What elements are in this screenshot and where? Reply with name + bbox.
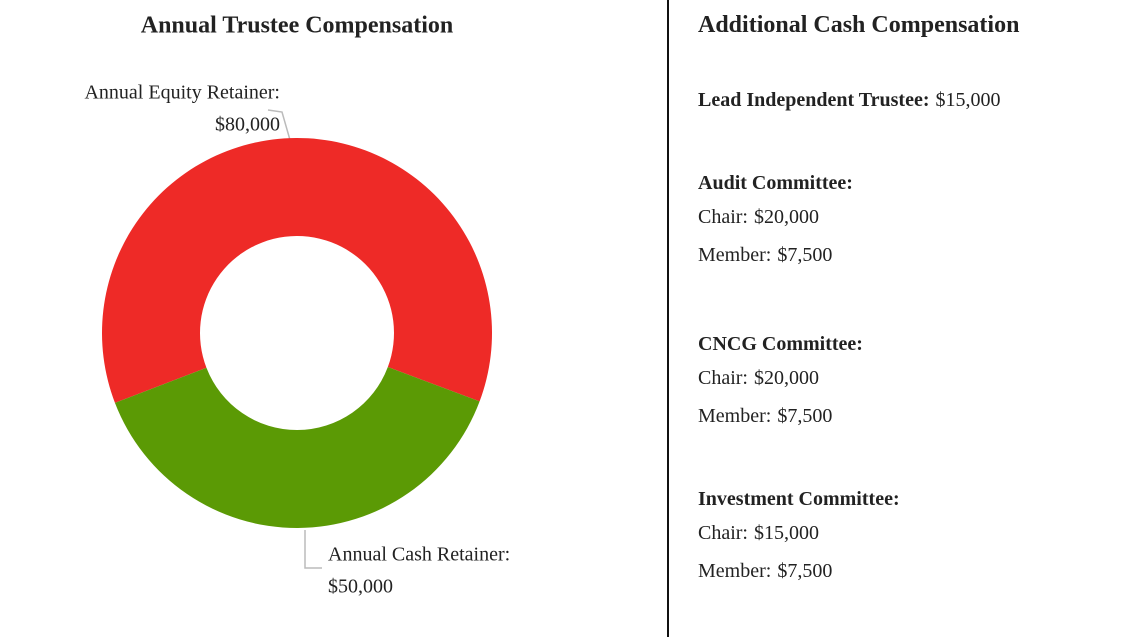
donut-slice [114, 367, 480, 529]
amount: $7,500 [777, 405, 833, 427]
committee-name-text: CNCG Committee: [698, 333, 863, 355]
panel-title-text: Additional Cash Compensation [698, 12, 1020, 38]
committee-row: Member: $7,500 [698, 243, 832, 267]
panel-title: Additional Cash Compensation [698, 13, 1019, 37]
divider [667, 0, 669, 637]
committee-name-text: Investment Committee: [698, 488, 900, 510]
slice-value-label: $80,000 [215, 114, 280, 136]
donut-slice [102, 138, 492, 403]
role: Chair: [698, 367, 748, 389]
role: Member: [698, 560, 772, 582]
lead-label: Lead Independent Trustee: [698, 89, 930, 111]
committee-row: Chair: $15,000 [698, 521, 819, 545]
committee-name: Audit Committee: [698, 171, 853, 195]
slice-label: Annual Cash Retainer: [328, 544, 510, 566]
lead-row: Lead Independent Trustee: $15,000 [698, 88, 1001, 112]
leader-line [267, 109, 291, 141]
committee-name-text: Audit Committee: [698, 172, 853, 194]
committee-row: Chair: $20,000 [698, 205, 819, 229]
committee-row: Member: $7,500 [698, 404, 832, 428]
role: Chair: [698, 206, 748, 228]
amount: $15,000 [754, 522, 819, 544]
chart: Annual Trustee Compensation Annual Equit… [84, 13, 510, 598]
amount: $20,000 [754, 206, 819, 228]
committee-row: Chair: $20,000 [698, 366, 819, 390]
committee-row: Member: $7,500 [698, 559, 832, 583]
slice-label: Annual Equity Retainer: [84, 82, 280, 104]
committee-name: Investment Committee: [698, 487, 900, 511]
amount: $7,500 [777, 560, 833, 582]
role: Chair: [698, 522, 748, 544]
leader-line [304, 530, 322, 569]
amount: $20,000 [754, 367, 819, 389]
role: Member: [698, 405, 772, 427]
amount: $7,500 [777, 244, 833, 266]
slice-value-label: $50,000 [328, 576, 393, 598]
chart-title: Annual Trustee Compensation [141, 13, 454, 39]
role: Member: [698, 244, 772, 266]
lead-amount: $15,000 [935, 89, 1001, 111]
committee-name: CNCG Committee: [698, 332, 863, 356]
